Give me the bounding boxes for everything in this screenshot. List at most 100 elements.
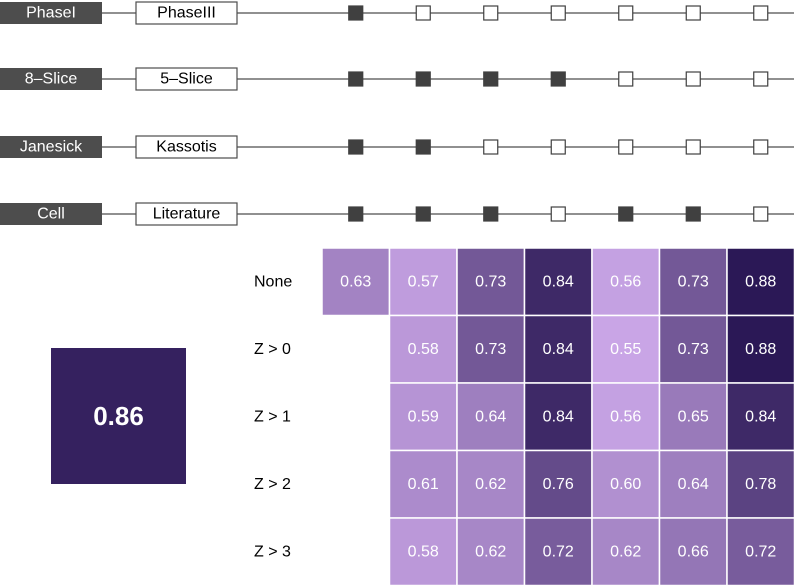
indicator-filled bbox=[483, 206, 499, 222]
cell-value: 0.76 bbox=[543, 476, 574, 493]
indicator-empty bbox=[753, 71, 769, 87]
factor-right-label: PhaseIII bbox=[157, 5, 216, 22]
heatmap-grid: None 0.63 0.57 0.73 0.84 0.56 0.73 0.88 Z > 0 0.5… bbox=[254, 247, 794, 586]
heatmap-cell bbox=[726, 449, 794, 519]
factor-left-label: PhaseI bbox=[26, 5, 76, 22]
factor-right-box bbox=[135, 135, 238, 159]
indicator-empty bbox=[753, 206, 769, 222]
heatmap-cell bbox=[591, 314, 661, 384]
indicator-filled bbox=[550, 71, 566, 87]
cell-value: 0.73 bbox=[678, 273, 709, 290]
heatmap-cell bbox=[523, 449, 593, 519]
indicator-empty bbox=[685, 5, 701, 21]
indicator-filled bbox=[348, 139, 364, 155]
heatmap-cell bbox=[726, 517, 794, 586]
heatmap-cell bbox=[591, 449, 661, 519]
factor-left-box bbox=[0, 68, 102, 90]
indicator-filled bbox=[415, 71, 431, 87]
cell-value: 0.59 bbox=[408, 408, 439, 425]
heatmap-cell bbox=[388, 247, 458, 317]
cell-value: 0.84 bbox=[543, 408, 574, 425]
highlight-box: 0.86 bbox=[51, 348, 186, 484]
factor-row: 8–Slice 5–Slice bbox=[0, 67, 794, 91]
indicator-empty bbox=[415, 5, 431, 21]
cell-value: 0.64 bbox=[678, 476, 709, 493]
cell-value: 0.62 bbox=[610, 543, 641, 560]
cell-value: 0.64 bbox=[475, 408, 506, 425]
cell-value: 0.55 bbox=[610, 341, 641, 358]
indicator-filled bbox=[348, 71, 364, 87]
indicator-empty bbox=[618, 5, 634, 21]
indicator-empty bbox=[550, 5, 566, 21]
indicator-empty bbox=[483, 5, 499, 21]
cell-value: 0.65 bbox=[678, 408, 709, 425]
factor-left-label: Cell bbox=[37, 206, 65, 223]
cell-value: 0.63 bbox=[340, 273, 371, 290]
factor-row: PhaseI PhaseIII bbox=[0, 1, 794, 25]
indicator-empty bbox=[685, 71, 701, 87]
cell-value: 0.57 bbox=[408, 273, 439, 290]
cell-value: 0.58 bbox=[408, 543, 439, 560]
cell-value: 0.61 bbox=[408, 476, 439, 493]
factor-left-box bbox=[0, 203, 102, 225]
heatmap-cell bbox=[726, 382, 794, 452]
cell-value: 0.72 bbox=[745, 543, 776, 560]
indicator-filled bbox=[685, 206, 701, 222]
factor-right-label: Literature bbox=[153, 206, 221, 223]
heatmap-cell bbox=[523, 247, 593, 317]
factor-right-label: 5–Slice bbox=[160, 71, 213, 88]
row-label: Z > 2 bbox=[254, 476, 291, 493]
indicator-empty bbox=[753, 5, 769, 21]
indicator-empty bbox=[550, 206, 566, 222]
heatmap-cell bbox=[726, 247, 794, 317]
cell-value: 0.73 bbox=[678, 341, 709, 358]
indicator-empty bbox=[753, 139, 769, 155]
factor-right-box bbox=[135, 67, 238, 91]
heatmap-cell bbox=[456, 314, 526, 384]
cell-value: 0.84 bbox=[543, 341, 574, 358]
heatmap-cell bbox=[726, 314, 794, 384]
factor-left-label: Janesick bbox=[20, 139, 83, 156]
factor-right-label: Kassotis bbox=[156, 139, 216, 156]
indicator-filled bbox=[618, 206, 634, 222]
factor-left-box bbox=[0, 136, 102, 158]
heatmap-cell bbox=[658, 449, 728, 519]
cell-value: 0.60 bbox=[610, 476, 641, 493]
heatmap-cell bbox=[658, 314, 728, 384]
heatmap-cell bbox=[658, 247, 728, 317]
heatmap-cell bbox=[591, 517, 661, 586]
cell-value: 0.58 bbox=[408, 341, 439, 358]
cell-value: 0.84 bbox=[543, 273, 574, 290]
factor-right-box bbox=[135, 1, 238, 25]
indicator-empty bbox=[618, 139, 634, 155]
heatmap-cell bbox=[388, 449, 458, 519]
cell-value: 0.88 bbox=[745, 273, 776, 290]
heatmap-cell bbox=[523, 517, 593, 586]
heatmap-cell bbox=[523, 382, 593, 452]
indicator-filled bbox=[415, 206, 431, 222]
cell-value: 0.73 bbox=[475, 341, 506, 358]
heatmap-cell bbox=[456, 382, 526, 452]
factor-indicator-panel: PhaseI PhaseIII 8–Slice 5–Slice Janesick Kass… bbox=[0, 1, 794, 226]
row-label: None bbox=[254, 273, 292, 290]
cell-value: 0.88 bbox=[745, 341, 776, 358]
cell-value: 0.72 bbox=[543, 543, 574, 560]
indicator-filled bbox=[348, 206, 364, 222]
row-label: Z > 3 bbox=[254, 543, 291, 560]
highlight-cell bbox=[51, 348, 186, 484]
indicator-filled bbox=[483, 71, 499, 87]
indicator-empty bbox=[550, 139, 566, 155]
cell-value: 0.56 bbox=[610, 273, 641, 290]
heatmap-cell bbox=[456, 449, 526, 519]
indicator-filled bbox=[348, 5, 364, 21]
factor-row: Cell Literature bbox=[0, 202, 794, 226]
factor-left-label: 8–Slice bbox=[25, 71, 78, 88]
factor-right-box bbox=[135, 202, 238, 226]
factor-left-box bbox=[0, 2, 102, 24]
cell-value: 0.56 bbox=[610, 408, 641, 425]
cell-value: 0.62 bbox=[475, 476, 506, 493]
cell-value: 0.62 bbox=[475, 543, 506, 560]
cell-value: 0.66 bbox=[678, 543, 709, 560]
cell-value: 0.73 bbox=[475, 273, 506, 290]
